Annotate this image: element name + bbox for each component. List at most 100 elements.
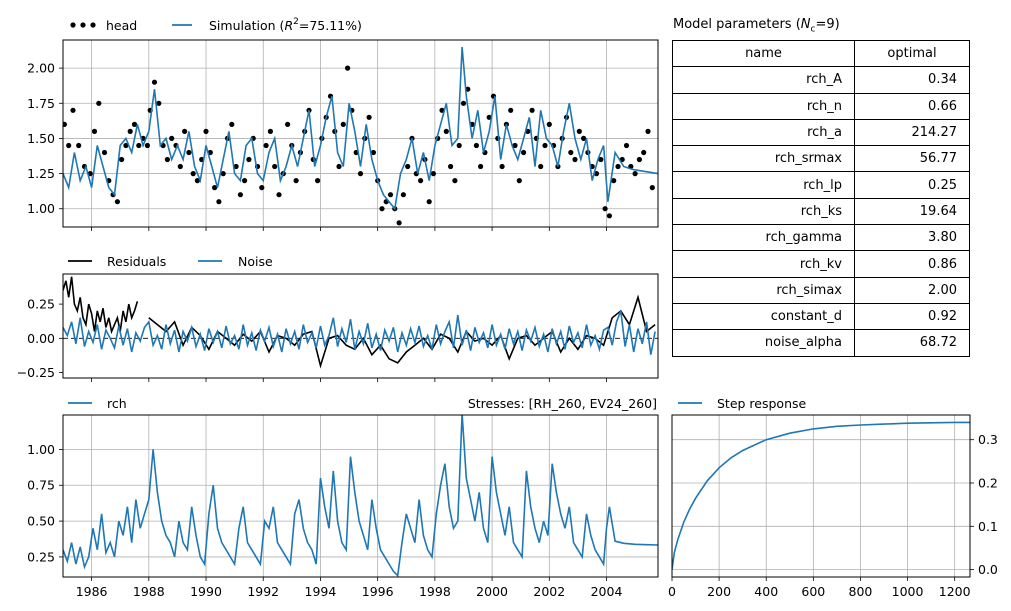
head-point [478, 163, 484, 170]
head-point [606, 213, 613, 219]
head-point [387, 192, 394, 198]
parameter-name: rch_A [672, 66, 855, 94]
head-point [636, 156, 643, 163]
head-point [538, 163, 544, 170]
residuals-series [63, 276, 658, 369]
head-point [96, 100, 102, 106]
contribution-grid [63, 415, 658, 577]
head-point [379, 206, 385, 212]
parameter-row: rch_a 214.27 [672, 118, 970, 147]
head-point [127, 128, 133, 134]
head-point [542, 142, 548, 149]
parameter-name: rch_n [672, 92, 855, 120]
parameter-optimal: 2.00 [854, 276, 970, 304]
parameter-name: noise_alpha [672, 329, 855, 357]
parameter-row: rch_simax 2.00 [672, 276, 970, 304]
head-point [615, 163, 621, 170]
parameter-name: rch_ks [672, 197, 855, 226]
step-ticks: 0.0 0.1 0.2 0.3 0 200 400 600 800 1000 1200 [668, 432, 998, 599]
y-tick-label: 0.2 [978, 476, 998, 491]
head-point [186, 149, 192, 156]
head-point [136, 142, 142, 149]
head-point [521, 149, 527, 156]
head-point [272, 163, 278, 170]
head-point [233, 163, 239, 170]
y-tick-label: 1.75 [27, 96, 55, 111]
x-tick-label: 1200 [939, 584, 971, 599]
head-point [473, 142, 479, 149]
head-point [405, 163, 411, 170]
y-tick-label: 0.3 [978, 432, 998, 447]
head-point [151, 79, 158, 85]
x-tick-label: 2000 [476, 584, 508, 599]
parameter-name: constant_d [672, 302, 855, 331]
head-point [156, 100, 162, 106]
parameter-optimal: 19.64 [854, 197, 970, 226]
step-panel: 0.0 0.1 0.2 0.3 0 200 400 600 800 1000 1200 Step r… [668, 396, 998, 599]
legend-simulation-label: Simulation (R2=75.11%) [209, 17, 362, 33]
parameter-optimal: 68.72 [854, 329, 970, 357]
y-tick-label: 0.0 [978, 562, 998, 577]
head-series [63, 46, 658, 226]
series-line-residuals [63, 276, 139, 335]
head-point [430, 171, 436, 177]
y-tick-label: 1.25 [27, 166, 55, 181]
parameter-optimal: 0.86 [854, 250, 970, 278]
y-tick-label: 1.00 [27, 201, 55, 216]
head-point [345, 65, 351, 71]
series-line-step-response [672, 421, 970, 570]
step-legend: Step response [678, 396, 807, 411]
head-point [499, 163, 505, 170]
parameters-header-row: name optimal [672, 39, 970, 68]
series-line-residuals [148, 294, 656, 369]
parameter-row: constant_d 0.92 [672, 302, 970, 331]
parameter-optimal: 0.66 [854, 92, 970, 120]
residuals-legend: Residuals Noise [68, 254, 273, 269]
parameter-row: noise_alpha 68.72 [672, 329, 970, 357]
parameter-name: rch_kv [672, 250, 855, 278]
parameter-optimal: 214.27 [854, 118, 970, 147]
head-grid [63, 40, 658, 227]
y-tick-label: 0.25 [27, 549, 55, 564]
head-point [119, 156, 125, 163]
parameter-name: rch_a [672, 118, 855, 147]
head-point [144, 142, 150, 149]
residuals-panel: −0.25 0.00 0.25 Residuals Noise [17, 254, 659, 382]
head-point [572, 156, 578, 163]
parameter-optimal: 3.80 [854, 224, 970, 252]
x-tick-label: 200 [707, 584, 731, 599]
head-point [242, 178, 248, 184]
x-tick-label: 600 [801, 584, 825, 599]
legend-head-marker [70, 22, 96, 28]
head-point [448, 163, 454, 170]
head-point [418, 178, 424, 184]
head-point [263, 142, 269, 149]
head-point [267, 128, 273, 134]
head-point [203, 128, 209, 134]
head-ticks: 1.00 1.25 1.50 1.75 2.00 [27, 61, 607, 231]
head-point [649, 185, 655, 191]
parameter-row: rch_gamma 3.80 [672, 224, 970, 252]
head-point [123, 142, 129, 149]
parameter-name: rch_lp [672, 171, 855, 199]
y-tick-label: 0.25 [27, 297, 55, 312]
parameter-optimal: 0.34 [854, 66, 970, 94]
head-point [516, 178, 522, 184]
parameter-optimal: 56.77 [854, 145, 970, 173]
head-point [546, 121, 552, 127]
head-point [182, 128, 188, 134]
y-tick-label: 2.00 [27, 61, 55, 76]
head-point [276, 192, 282, 198]
head-point [641, 149, 647, 156]
head-point [101, 149, 108, 156]
head-point [370, 149, 376, 156]
residuals-axes-frame [62, 273, 659, 379]
head-point [581, 135, 587, 141]
parameter-optimal: 0.25 [854, 171, 970, 199]
x-tick-label: 1994 [305, 584, 337, 599]
head-point [169, 135, 175, 141]
legend-noise-label: Noise [238, 254, 273, 269]
head-point [340, 121, 346, 127]
legend-head-label: head [106, 18, 137, 33]
head-point [602, 206, 608, 212]
